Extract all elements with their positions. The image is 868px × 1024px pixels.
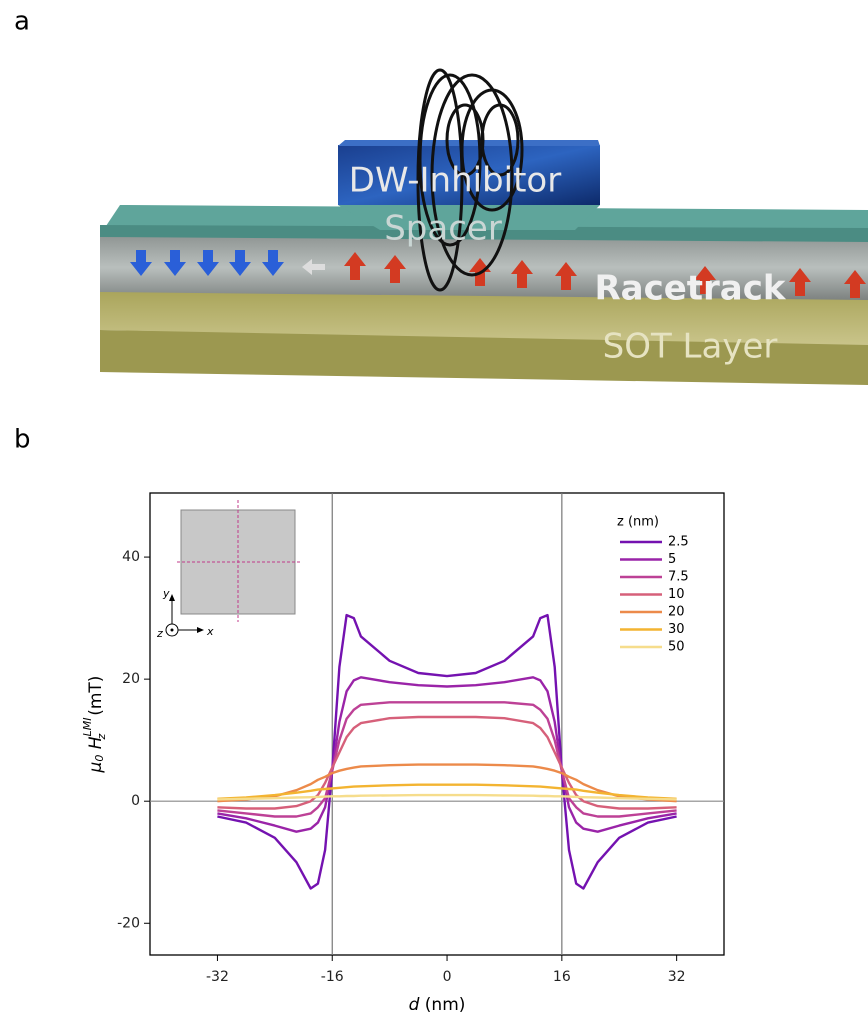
figure: a b <box>0 0 868 1020</box>
legend-label: 10 <box>668 587 685 602</box>
y-mu: μ <box>86 761 106 773</box>
y-tick-label: -20 <box>117 915 140 931</box>
panel-label: b <box>14 425 31 455</box>
y-unit: (mT) <box>86 676 106 716</box>
inhibitor-top <box>338 140 600 146</box>
legend-title: z (nm) <box>617 515 659 530</box>
spacer-label: Spacer <box>384 209 502 249</box>
x-tick-label: 32 <box>668 969 686 985</box>
x-tick-label: -16 <box>321 969 344 985</box>
series-line <box>217 702 676 816</box>
legend-label: 2.5 <box>668 535 689 550</box>
y-tick-label: 40 <box>122 549 140 565</box>
y-mu-sub: 0 <box>93 755 106 762</box>
series-line <box>217 795 676 799</box>
x-tick-label: 0 <box>443 969 452 985</box>
legend-label: 30 <box>668 622 685 637</box>
y-tick-label: 20 <box>122 671 140 687</box>
x-tick-label: 16 <box>553 969 571 985</box>
series-line <box>217 615 676 888</box>
y-sup: LMI <box>81 718 94 737</box>
x-axis-label: d (nm) <box>409 995 466 1015</box>
legend-label: 50 <box>668 640 685 655</box>
x-tick-label: -32 <box>206 969 229 985</box>
inset: y x z <box>156 500 300 640</box>
legend-label: 7.5 <box>668 570 689 585</box>
y-sub: z <box>95 734 108 741</box>
series-line <box>217 677 676 831</box>
y-tick-label: 0 <box>131 793 140 809</box>
illustration: DW-Inhibitor Spacer Racetrack SOT Layer <box>100 70 868 385</box>
inset-axis-label: z <box>156 627 163 640</box>
legend-label: 5 <box>668 552 676 567</box>
x-var: d <box>409 995 420 1015</box>
page: {"panel_labels": ["a", "b"], "illustrati… <box>0 0 868 1024</box>
y-axis-label: μ0 HLMIz(mT) <box>81 676 108 774</box>
racetrack-label: Racetrack <box>594 269 786 309</box>
sot-label: SOT Layer <box>603 327 778 367</box>
inset-axis-label: x <box>206 625 214 638</box>
inhibitor-label: DW-Inhibitor <box>349 161 561 201</box>
legend-label: 20 <box>668 605 685 620</box>
inset-axis-label: y <box>162 587 170 600</box>
x-unit: (nm) <box>425 995 466 1015</box>
panel-label: a <box>14 7 30 37</box>
